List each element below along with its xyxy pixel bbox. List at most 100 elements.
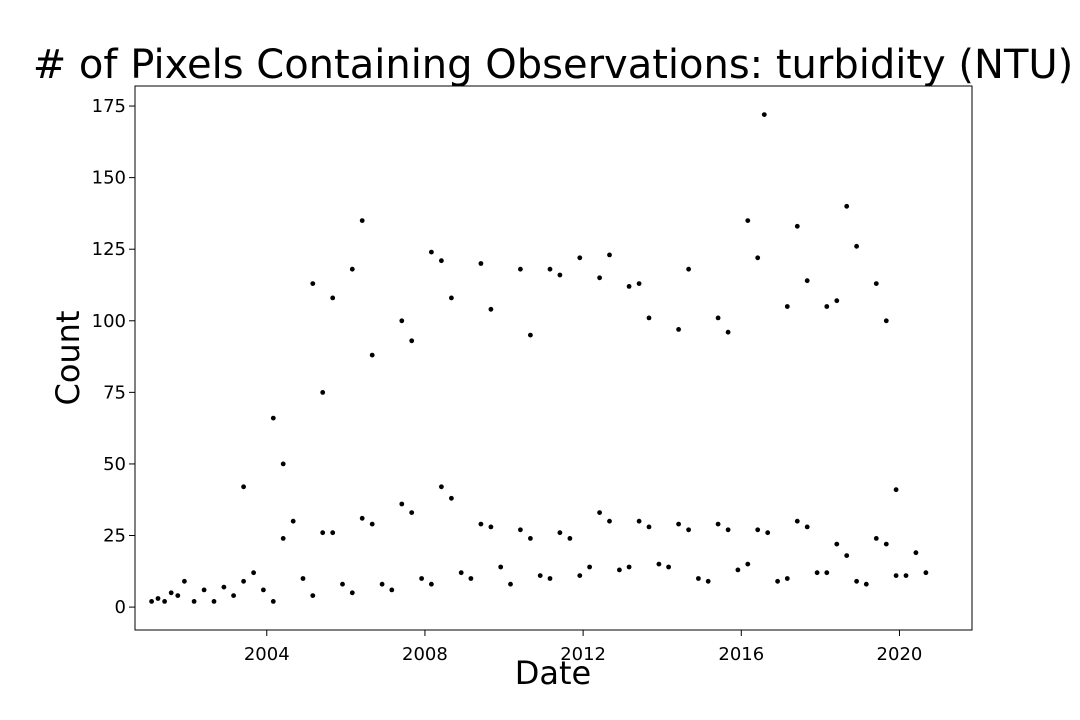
data-point: [528, 536, 533, 541]
data-point: [270, 415, 276, 421]
data-point: [735, 567, 741, 573]
data-point: [577, 255, 583, 261]
data-point: [873, 281, 879, 286]
data-point: [745, 561, 751, 567]
data-point: [626, 284, 632, 289]
data-point: [175, 593, 181, 598]
data-point: [646, 315, 652, 321]
data-point: [478, 261, 484, 266]
data-point: [488, 524, 494, 530]
data-point: [518, 527, 523, 533]
data-point: [409, 338, 415, 344]
data-point: [508, 581, 513, 587]
data-point: [182, 578, 187, 584]
data-point: [468, 576, 474, 581]
data-point: [349, 590, 355, 596]
data-point: [359, 218, 365, 224]
data-point: [330, 530, 336, 536]
data-point: [221, 584, 227, 590]
data-point: [439, 258, 444, 264]
data-point: [537, 573, 543, 578]
data-point: [676, 327, 681, 332]
data-point: [528, 332, 533, 338]
y-tick-label: 175: [92, 96, 126, 117]
data-point: [211, 599, 217, 604]
data-point: [547, 576, 553, 581]
data-point: [429, 581, 434, 587]
data-point: [705, 578, 711, 584]
data-point: [449, 495, 454, 501]
data-point: [814, 570, 820, 576]
plot-frame: [134, 85, 973, 631]
data-point: [280, 461, 286, 467]
x-axis-label: Date: [515, 654, 591, 692]
data-point: [300, 576, 306, 581]
data-point: [666, 564, 671, 570]
data-point: [893, 487, 899, 493]
y-tick-label: 75: [103, 382, 126, 403]
data-point: [715, 521, 721, 527]
data-point: [863, 581, 869, 587]
data-point: [191, 599, 197, 604]
data-point: [636, 518, 642, 524]
data-point: [775, 578, 780, 584]
data-point: [241, 484, 247, 490]
x-tick-label: 2016: [718, 644, 764, 665]
data-point: [794, 518, 800, 524]
data-point: [824, 570, 830, 576]
data-point: [765, 530, 771, 536]
y-tick-label: 50: [103, 454, 126, 475]
data-point: [458, 570, 464, 576]
data-point: [340, 581, 345, 587]
data-point: [290, 518, 296, 524]
data-point: [686, 527, 691, 533]
y-tick-label: 125: [92, 239, 126, 260]
data-point: [804, 524, 810, 530]
data-point: [389, 587, 395, 593]
data-point: [725, 527, 731, 533]
data-point: [379, 581, 385, 587]
data-point: [251, 570, 256, 576]
data-point: [646, 524, 652, 530]
data-point: [844, 553, 850, 558]
data-point: [834, 298, 840, 304]
data-point: [280, 536, 286, 541]
data-point: [745, 218, 751, 224]
data-point: [626, 564, 632, 570]
data-point: [241, 578, 247, 584]
data-point: [587, 564, 592, 570]
data-point: [567, 536, 573, 541]
data-point: [168, 590, 174, 596]
data-point: [597, 510, 602, 515]
data-point: [883, 318, 889, 324]
data-point: [201, 587, 207, 593]
x-tick-label: 2012: [560, 644, 606, 665]
data-point: [883, 541, 889, 547]
data-point: [547, 266, 553, 272]
data-point: [794, 223, 800, 229]
data-point: [854, 243, 859, 249]
data-point: [725, 329, 731, 335]
y-tick-label: 25: [103, 526, 126, 547]
data-point: [913, 550, 919, 556]
data-point: [261, 587, 266, 593]
data-point: [577, 573, 583, 578]
data-point: [310, 281, 316, 286]
data-point: [784, 304, 790, 309]
data-point: [636, 281, 642, 286]
data-point: [409, 510, 415, 515]
data-point: [923, 570, 929, 576]
data-point: [155, 596, 161, 601]
data-point: [686, 266, 691, 272]
data-point: [761, 112, 767, 117]
data-point: [834, 541, 840, 547]
data-point: [478, 521, 484, 527]
data-point: [557, 530, 563, 536]
data-point: [755, 527, 761, 533]
data-point: [893, 573, 899, 578]
data-point: [488, 306, 494, 312]
data-points: [149, 112, 929, 604]
data-point: [903, 573, 909, 578]
data-point: [399, 501, 405, 507]
